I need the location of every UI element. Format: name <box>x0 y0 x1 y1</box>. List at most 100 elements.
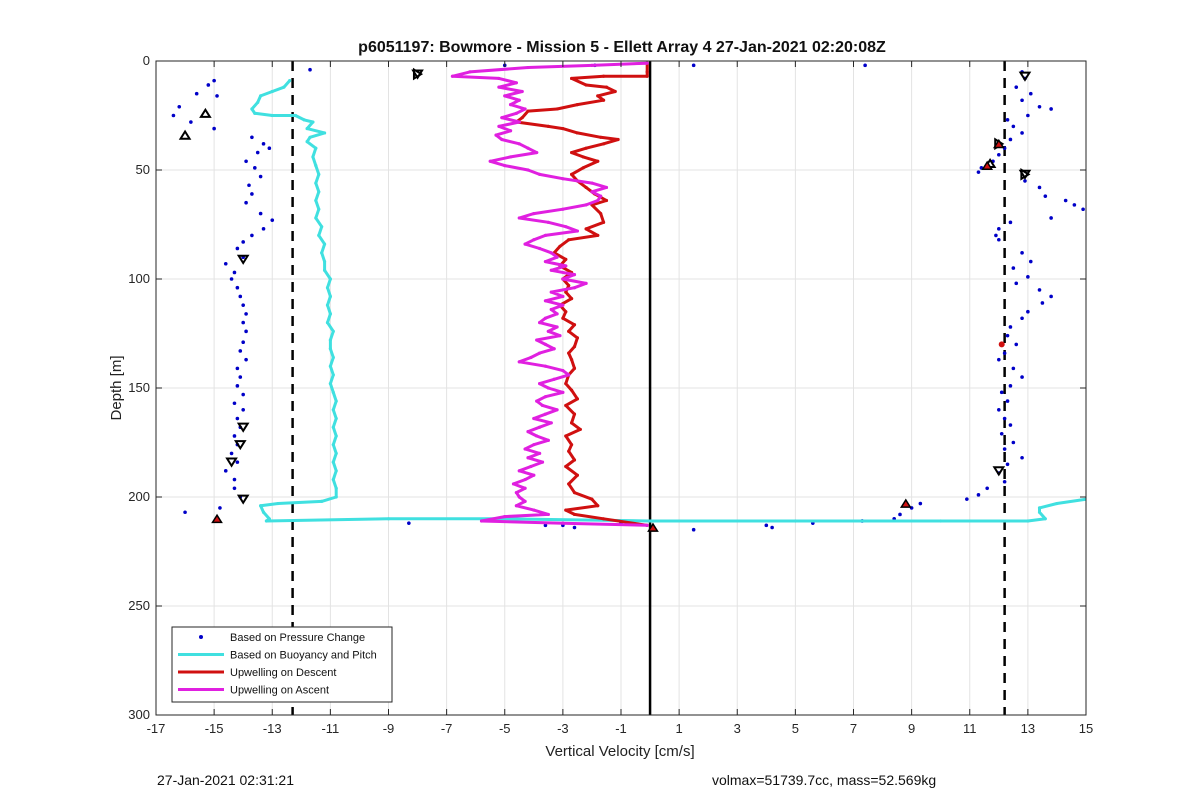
series-point-3 <box>549 290 553 294</box>
series-point-3 <box>561 207 565 211</box>
series-point-3 <box>561 303 565 307</box>
pressure-point <box>543 523 548 528</box>
pressure-point <box>1026 275 1030 279</box>
series-point-3 <box>523 447 527 451</box>
series-point-3 <box>529 355 533 360</box>
series-point-3 <box>526 65 530 70</box>
series-point-1 <box>331 355 335 360</box>
series-point-2 <box>572 366 577 370</box>
pressure-point <box>1040 301 1045 305</box>
series-point-3 <box>517 98 521 102</box>
series-point-3 <box>561 177 565 181</box>
x-tick-label: -13 <box>263 721 282 736</box>
series-point-3 <box>535 434 539 438</box>
series-point-3 <box>543 364 548 368</box>
series-point-1 <box>325 303 330 307</box>
series-point-3 <box>561 277 565 281</box>
series-point-3 <box>514 491 518 495</box>
series-point-3 <box>508 103 513 107</box>
series-point-2 <box>596 159 600 163</box>
series-point-3 <box>543 412 548 416</box>
pressure-point <box>1014 281 1019 286</box>
series-point-1 <box>328 382 332 386</box>
series-point-1 <box>270 113 274 118</box>
series-point-3 <box>546 438 550 442</box>
series-point-2 <box>584 185 588 190</box>
series-point-1 <box>334 416 338 421</box>
series-point-3 <box>555 408 559 412</box>
pressure-point <box>183 510 187 515</box>
series-point-3 <box>590 181 594 185</box>
series-point-2 <box>645 70 649 74</box>
series-point-2 <box>569 443 574 447</box>
pressure-point <box>308 67 312 72</box>
pressure-point <box>1028 259 1033 264</box>
series-point-3 <box>532 473 536 477</box>
series-point-2 <box>575 131 580 135</box>
series-point-3 <box>517 469 521 473</box>
pressure-point <box>1023 179 1027 183</box>
series-point-1 <box>331 408 335 412</box>
series-point-2 <box>561 126 565 131</box>
pressure-point <box>691 527 696 532</box>
series-point-3 <box>538 172 542 176</box>
right-triangle-marker <box>1020 168 1031 181</box>
series-point-3 <box>529 464 533 469</box>
pressure-point <box>997 237 1001 242</box>
series-point-3 <box>564 264 568 268</box>
series-point-1 <box>311 155 315 159</box>
series-point-3 <box>543 299 548 303</box>
series-point-3 <box>532 416 536 421</box>
series-point-3 <box>552 377 556 381</box>
series-point-2 <box>567 283 571 288</box>
y-tick-label: 100 <box>128 271 150 286</box>
series-point-1 <box>302 118 306 122</box>
series-point-3 <box>549 421 553 425</box>
series-point-3 <box>517 142 521 146</box>
series-point-2 <box>569 388 574 392</box>
series-point-2 <box>564 403 568 408</box>
series-point-2 <box>581 166 585 170</box>
series-point-2 <box>575 473 580 477</box>
series-point-1 <box>328 277 332 281</box>
series-point-3 <box>561 521 565 525</box>
series-point-2 <box>584 146 588 150</box>
pressure-point <box>976 493 981 497</box>
series-point-3 <box>503 164 507 168</box>
series-point-1 <box>325 321 330 325</box>
series-point-1 <box>331 390 335 394</box>
series-point-3 <box>575 229 580 233</box>
down-triangle-marker <box>225 457 238 468</box>
pressure-point <box>1014 85 1019 89</box>
series-point-3 <box>543 395 548 399</box>
series-point-1 <box>1055 501 1059 506</box>
series-point-3 <box>479 519 484 523</box>
series-point-2 <box>572 323 577 327</box>
series-point-3 <box>508 155 513 159</box>
series-point-3 <box>546 329 550 333</box>
series-point-2 <box>561 316 565 320</box>
series-point-2 <box>572 412 577 416</box>
pressure-point <box>250 135 254 140</box>
pressure-point <box>997 227 1001 231</box>
pressure-point <box>1014 342 1019 347</box>
series-point-1 <box>334 434 338 438</box>
series-point-1 <box>305 126 309 131</box>
legend-label: Upwelling on Ascent <box>230 685 329 697</box>
pressure-point <box>253 166 257 170</box>
series-point-1 <box>322 131 327 135</box>
series-point-1 <box>317 172 321 176</box>
series-point-1 <box>331 425 335 429</box>
series-point-2 <box>564 464 568 469</box>
series-point-3 <box>590 190 594 194</box>
series-point-3 <box>584 281 588 285</box>
pressure-point <box>241 408 245 412</box>
pressure-point <box>244 329 248 334</box>
series-point-2 <box>564 257 568 261</box>
series-point-2 <box>555 107 559 111</box>
series-point-3 <box>584 203 588 207</box>
pressure-point <box>691 63 696 68</box>
series-point-1 <box>314 181 318 185</box>
series-point-1 <box>328 294 332 299</box>
series-point-2 <box>596 233 600 237</box>
